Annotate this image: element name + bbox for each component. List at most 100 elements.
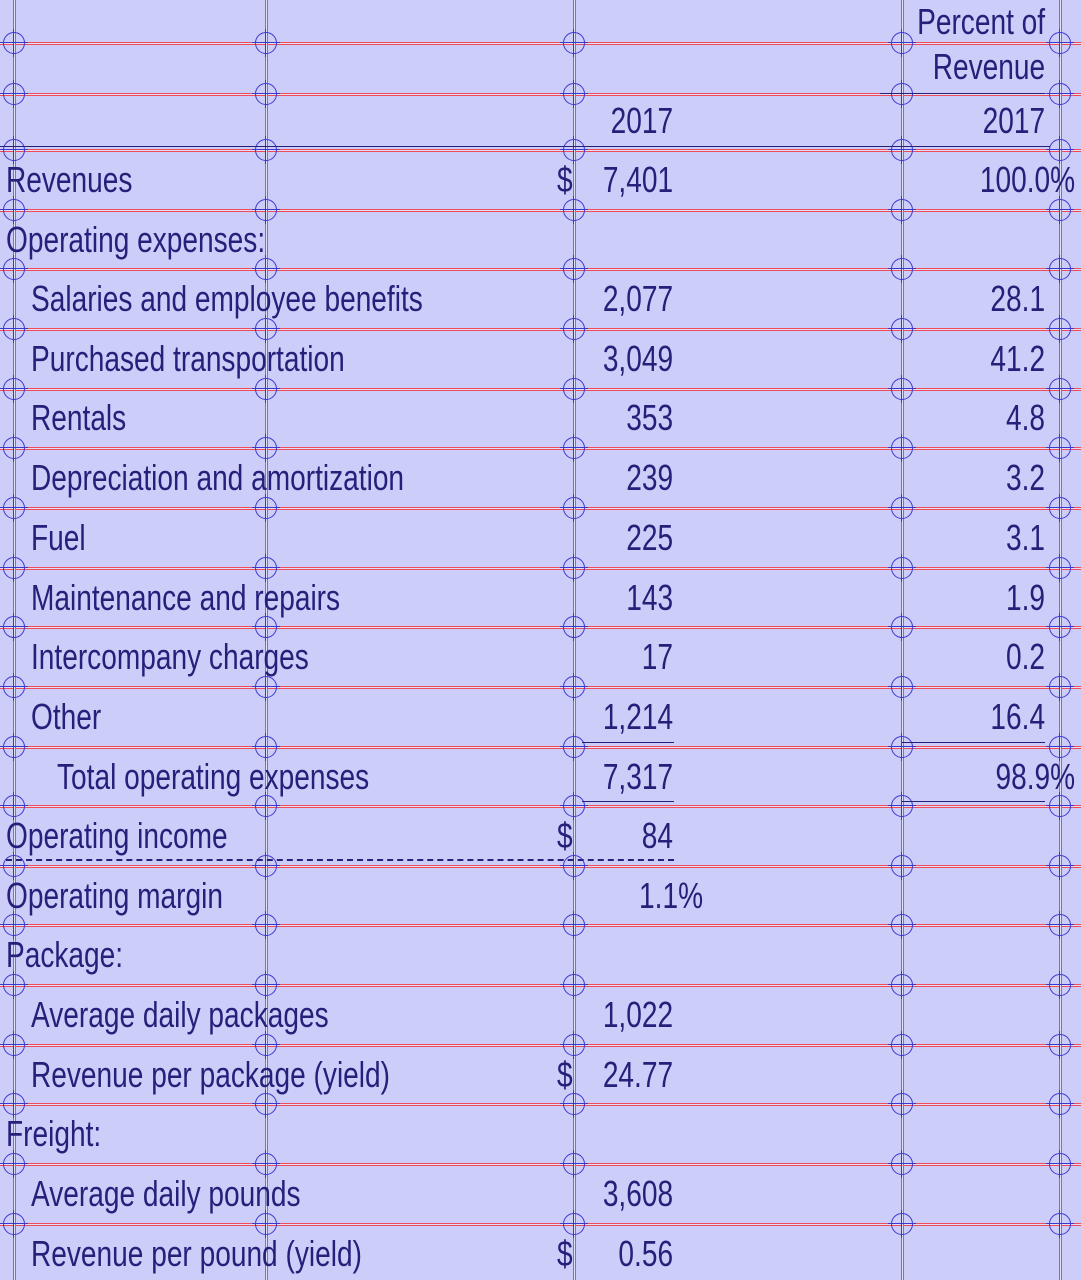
- grid-crosshair-marker: [252, 852, 280, 880]
- row-fuel-label: Fuel: [31, 517, 86, 558]
- grid-crosshair-marker: [252, 613, 280, 641]
- grid-row-line: [0, 1103, 1081, 1106]
- grid-crosshair-marker: [1046, 852, 1074, 880]
- grid-crosshair-marker: [1046, 911, 1074, 939]
- grid-crosshair-marker: [888, 196, 916, 224]
- grid-crosshair-marker: [0, 196, 28, 224]
- grid-row-line: [0, 328, 1081, 331]
- grid-crosshair-marker: [1046, 613, 1074, 641]
- grid-crosshair-marker: [0, 80, 28, 108]
- grid-row-line: [0, 805, 1081, 808]
- grid-crosshair-marker: [1046, 255, 1074, 283]
- row-intercompany-label: Intercompany charges: [31, 636, 309, 677]
- grid-crosshair-marker: [560, 1150, 588, 1178]
- grid-crosshair-marker: [0, 1031, 28, 1059]
- row-operating-income-value: 84: [641, 815, 673, 856]
- operating-income-dashed-rule: [6, 859, 674, 861]
- grid-crosshair-marker: [252, 673, 280, 701]
- row-salaries-value: 2,077: [602, 278, 673, 319]
- grid-crosshair-marker: [1046, 375, 1074, 403]
- grid-crosshair-marker: [1046, 80, 1074, 108]
- grid-crosshair-marker: [560, 255, 588, 283]
- grid-crosshair-marker: [252, 375, 280, 403]
- grid-crosshair-marker: [0, 1150, 28, 1178]
- grid-crosshair-marker: [888, 315, 916, 343]
- grid-row-line: [0, 42, 1081, 45]
- grid-row-line: [0, 1163, 1081, 1166]
- row-avg-daily-pounds-label: Average daily pounds: [31, 1173, 301, 1214]
- row-operating-margin-label: Operating margin: [6, 875, 223, 916]
- grid-crosshair-marker: [1046, 1031, 1074, 1059]
- grid-crosshair-marker: [888, 613, 916, 641]
- row-salaries-label: Salaries and employee benefits: [31, 278, 423, 319]
- revenue-per-pound-currency: $: [557, 1233, 573, 1274]
- grid-crosshair-marker: [560, 315, 588, 343]
- grid-crosshair-marker: [1046, 434, 1074, 462]
- grid-crosshair-marker: [1046, 673, 1074, 701]
- grid-row-line: [0, 1044, 1081, 1047]
- row-operating-income-label: Operating income: [6, 815, 228, 856]
- grid-crosshair-marker: [1046, 29, 1074, 57]
- grid-row-line: [0, 149, 1081, 152]
- grid-crosshair-marker: [888, 1090, 916, 1118]
- grid-crosshair-marker: [560, 971, 588, 999]
- grid-crosshair-marker: [252, 29, 280, 57]
- grid-crosshair-marker: [560, 911, 588, 939]
- row-revenues-value: 7,401: [602, 159, 673, 200]
- header-percent-of-revenue-line2: Revenue: [932, 46, 1045, 87]
- grid-crosshair-marker: [0, 375, 28, 403]
- grid-crosshair-marker: [560, 434, 588, 462]
- grid-crosshair-marker: [0, 971, 28, 999]
- grid-crosshair-marker: [560, 136, 588, 164]
- grid-crosshair-marker: [252, 136, 280, 164]
- row-operating-expenses-label: Operating expenses:: [6, 219, 266, 260]
- grid-crosshair-marker: [252, 494, 280, 522]
- operating-income-pct-rule: [902, 801, 1045, 802]
- grid-crosshair-marker: [252, 1150, 280, 1178]
- grid-crosshair-marker: [560, 29, 588, 57]
- grid-crosshair-marker: [252, 1090, 280, 1118]
- operating-income-currency: $: [557, 815, 573, 856]
- row-revenue-per-pound-label: Revenue per pound (yield): [31, 1233, 362, 1274]
- grid-crosshair-marker: [888, 375, 916, 403]
- header-bottom-rule: [0, 146, 1050, 147]
- row-revenue-per-package-label: Revenue per package (yield): [31, 1054, 391, 1095]
- grid-crosshair-marker: [0, 315, 28, 343]
- grid-crosshair-marker: [0, 733, 28, 761]
- row-revenues-label: Revenues: [6, 159, 133, 200]
- grid-crosshair-marker: [560, 196, 588, 224]
- grid-crosshair-marker: [252, 255, 280, 283]
- grid-row-line: [0, 626, 1081, 629]
- row-avg-daily-packages-value: 1,022: [602, 994, 673, 1035]
- grid-crosshair-marker: [0, 852, 28, 880]
- row-other-value: 1,214: [602, 696, 673, 737]
- grid-crosshair-marker: [560, 1031, 588, 1059]
- header-underline: [880, 93, 1045, 94]
- grid-crosshair-marker: [1046, 494, 1074, 522]
- grid-row-line: [0, 865, 1081, 868]
- grid-row-line: [0, 1223, 1081, 1226]
- grid-row-line: [0, 746, 1081, 749]
- grid-crosshair-marker: [252, 80, 280, 108]
- grid-crosshair-marker: [888, 80, 916, 108]
- grid-row-line: [0, 388, 1081, 391]
- grid-crosshair-marker: [1046, 792, 1074, 820]
- grid-crosshair-marker: [0, 554, 28, 582]
- row-maintenance-pct: 1.9: [1005, 577, 1045, 618]
- row-purchased-transportation-value: 3,049: [602, 338, 673, 379]
- grid-crosshair-marker: [252, 1031, 280, 1059]
- row-purchased-transportation-pct: 41.2: [990, 338, 1045, 379]
- grid-crosshair-marker: [0, 673, 28, 701]
- row-other-label: Other: [31, 696, 102, 737]
- total-expenses-value-rule: [582, 742, 674, 743]
- grid-crosshair-marker: [0, 494, 28, 522]
- grid-crosshair-marker: [252, 315, 280, 343]
- grid-crosshair-marker: [560, 80, 588, 108]
- grid-crosshair-marker: [0, 136, 28, 164]
- grid-crosshair-marker: [252, 971, 280, 999]
- grid-crosshair-marker: [560, 1210, 588, 1238]
- row-intercompany-pct: 0.2: [1005, 636, 1045, 677]
- grid-crosshair-marker: [560, 554, 588, 582]
- grid-row-line: [0, 209, 1081, 212]
- row-rentals-label: Rentals: [31, 397, 127, 438]
